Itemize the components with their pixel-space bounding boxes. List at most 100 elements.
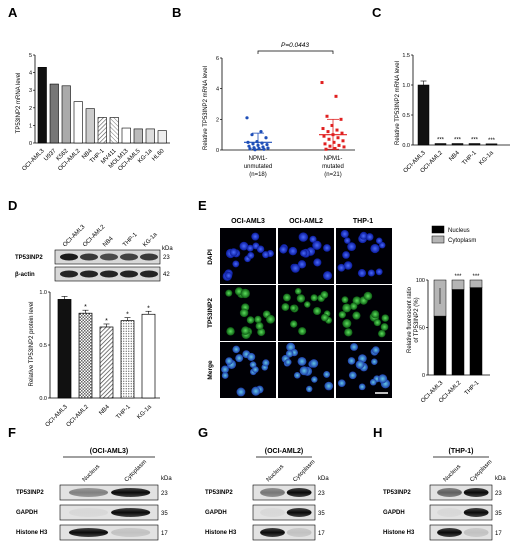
panel-f-kda-value: 17 (161, 531, 168, 537)
panel-b-point (253, 148, 257, 152)
panel-e-cell (235, 354, 244, 363)
panel-f-band (111, 508, 151, 517)
panel-h-western-blot: (THP-1) Nucleus Cytoplasm kDa TP53INP2 23 GAPD… (383, 448, 506, 541)
panel-e-cell (380, 323, 389, 331)
panel-e-ytick-label: 0 (422, 373, 425, 379)
panel-d-significance: * (105, 318, 108, 325)
panel-b-point (251, 142, 255, 146)
panel-b-group-label: NPM1- (249, 156, 268, 162)
panel-h-row-label: TP53INP2 (383, 490, 411, 496)
panel-e-cell (348, 371, 357, 380)
panel-d-significance: * (84, 304, 87, 311)
panel-b-point (321, 127, 325, 131)
panel-e-cell (341, 296, 349, 304)
panel-g-band (260, 508, 285, 517)
panel-c-ylabel: Relative TP53INP2 mRNA level (395, 61, 401, 145)
panel-e-cell (251, 232, 260, 241)
panel-d-bar (120, 320, 135, 399)
panel-a-ytick-label: 1 (29, 123, 32, 129)
panel-b-point (335, 128, 339, 132)
panel-a-xtick-label: HL60 (151, 148, 166, 163)
panel-d-lane-label: KG-1a (142, 231, 159, 248)
panel-f-band (68, 528, 109, 537)
panel-b-point (337, 143, 341, 147)
panel-d-row-label: TP53INP2 (15, 255, 43, 261)
panel-d-band (140, 270, 158, 278)
panel-f-kda-label: kDa (161, 476, 172, 482)
panel-c-xtick-label: THP-1 (461, 150, 478, 167)
panel-e-ylabel-1: Relative fluorescent ratio (407, 286, 413, 353)
panel-b-point (324, 147, 328, 151)
panel-d-ytick-label: 0.5 (39, 343, 47, 349)
panel-a-ytick-label: 4 (29, 71, 32, 77)
panel-e-bar-segment (469, 287, 483, 376)
panel-e-ytick-label: 50 (419, 326, 425, 332)
panel-h-band (463, 508, 489, 517)
panel-h-kda-value: 35 (495, 511, 502, 517)
panel-d-band (120, 270, 138, 278)
panel-e-bar-segment (451, 289, 465, 376)
panel-h-lane-label: Cytoplasm (469, 459, 493, 483)
panel-b-point (340, 131, 344, 135)
panel-d-ytick-label: 1.0 (39, 290, 47, 296)
panel-f-western-blot: (OCI-AML3) Nucleus Cytoplasm kDa TP53INP2 23 G… (16, 448, 172, 541)
panel-e-cell (323, 244, 331, 252)
panel-e-cell (311, 376, 318, 383)
panel-e-cell (350, 302, 358, 310)
panel-f-band (68, 488, 109, 497)
panel-e-cell (297, 356, 307, 366)
panel-f-row-label: TP53INP2 (16, 490, 44, 496)
panel-e-cell (378, 329, 386, 338)
panel-e-cell (239, 308, 249, 318)
panel-b-group-label: (n=21) (324, 172, 342, 178)
panel-a-bar (73, 101, 83, 144)
panel-b-point (266, 146, 270, 150)
panel-b-point (323, 142, 327, 146)
panel-h-cell-label: (THP-1) (449, 448, 474, 455)
panel-e-cell (246, 244, 254, 252)
panel-e-cell (365, 233, 374, 241)
panel-e-cell (296, 294, 306, 303)
panel-a-bar (37, 67, 47, 144)
panel-e-cell (239, 241, 249, 251)
panel-e-legend-swatch (431, 235, 445, 244)
panel-b-ytick-label: 4 (216, 87, 219, 93)
panel-e-cell (279, 245, 288, 254)
panel-b-point (336, 136, 340, 140)
panel-h-row-label: Histone H3 (383, 530, 415, 536)
panel-e-cell (240, 288, 250, 299)
panel-h-band (437, 508, 462, 517)
panel-c-ytick-label: 1.5 (402, 53, 410, 59)
panel-e-cell (344, 328, 353, 337)
panel-e-ylabel-2: of TP53INP2 (%) (414, 297, 420, 342)
panel-e-cell (343, 261, 353, 270)
panel-a-bar (49, 83, 59, 144)
panel-e-cell (340, 229, 349, 238)
panel-h-kda-value: 17 (495, 531, 502, 537)
panel-c-xtick-label: KG-1a (478, 150, 495, 167)
panel-e-cell (247, 251, 255, 259)
panel-b-pvalue: P=0.0443 (281, 42, 309, 49)
panel-e-cell (323, 271, 333, 281)
panel-e-cell (221, 365, 229, 374)
panel-b-group-label: (n=18) (249, 172, 267, 178)
panel-e-cell (290, 304, 297, 312)
panel-d-bar (57, 299, 72, 399)
panel-h-band (437, 528, 462, 537)
panel-d-band (100, 270, 118, 278)
panel-f-lane-label: Nucleus (82, 464, 102, 484)
panel-b-group-label: unmutated (244, 164, 272, 170)
panel-e-cell (297, 260, 307, 269)
panel-d-kda-value: 23 (163, 255, 170, 261)
panel-e-cell (232, 260, 240, 268)
panel-g-cell-label: (OCI-AML2) (265, 448, 304, 455)
panel-a-bar (145, 128, 155, 144)
panel-d-band (100, 253, 118, 261)
panel-b-point (248, 147, 252, 151)
panel-e-cell (262, 359, 270, 367)
panel-e-cell (252, 366, 259, 373)
panel-h-band (463, 528, 489, 537)
panel-e-cell (342, 251, 350, 259)
